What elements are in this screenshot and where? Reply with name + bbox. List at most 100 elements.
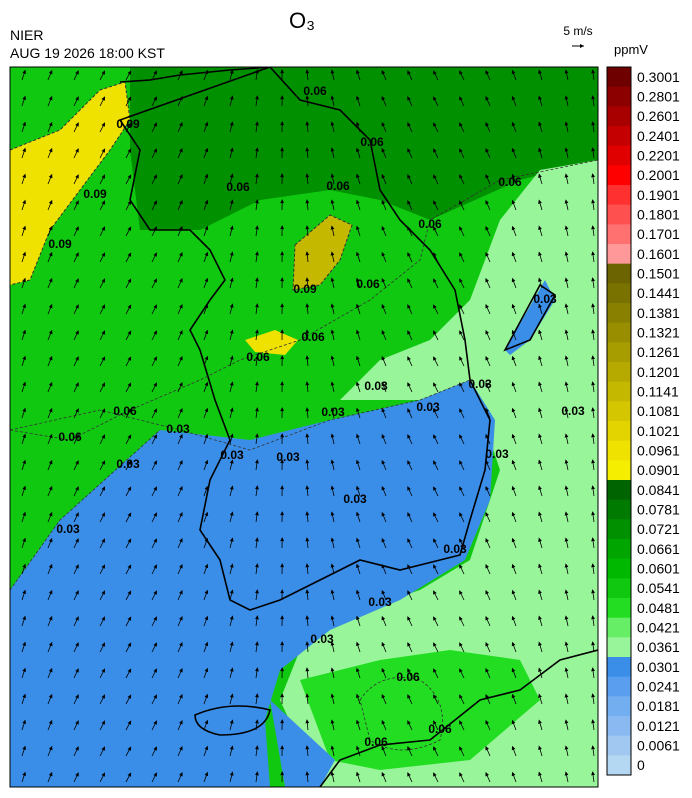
wind-vector-head [538, 719, 542, 724]
wind-vector-head [179, 642, 183, 647]
wind-vector-head [48, 589, 53, 595]
wind-vector-head [179, 590, 183, 595]
wind-vector-head [330, 615, 335, 620]
wind-vector-head [75, 512, 79, 517]
wind-vector-head [407, 668, 411, 673]
wind-vector-head [75, 278, 79, 283]
wind-vector-head [280, 745, 285, 750]
wind-vector-head [101, 642, 106, 647]
field-very-high [292, 214, 353, 291]
wind-vector-head [485, 746, 489, 751]
wind-vector-head [305, 329, 310, 334]
wind-vector-head [179, 122, 183, 127]
wind-vector-head [485, 694, 489, 699]
colorbar-swatch [607, 204, 631, 225]
wind-vector-head [255, 121, 259, 126]
wind-vector-head [407, 694, 411, 699]
wind-vector-head [511, 667, 516, 673]
wind-vector-head [485, 122, 489, 127]
wind-vector-head [179, 356, 183, 361]
wind-vector-head [564, 771, 569, 776]
colorbar-swatch [607, 598, 631, 619]
colorbar-label: 0.0481 [637, 600, 680, 616]
wind-vector-head [356, 407, 360, 413]
wind-vector-head [75, 616, 79, 621]
wind-vector-head [229, 147, 234, 152]
wind-vector-head [127, 590, 132, 595]
wind-vector-head [22, 147, 26, 153]
wind-vector-head [433, 252, 437, 257]
wind-vector-head [356, 251, 360, 257]
wind-vector-head [255, 69, 259, 74]
colorbar-label: 0.0541 [637, 580, 680, 596]
wind-vector-head [179, 96, 183, 101]
wind-vector-head [591, 719, 595, 724]
wind-vector-head [433, 460, 437, 465]
wind-vector-head [591, 537, 595, 542]
contour-label: 0.03 [364, 379, 388, 393]
wind-vector-head [22, 615, 26, 621]
wind-vector-head [101, 746, 106, 751]
wind-vector-head [229, 745, 234, 750]
wind-vector-head [22, 303, 26, 309]
wind-vector-head [511, 433, 516, 439]
wind-vector-head [101, 408, 106, 413]
wind-vector-head [305, 69, 310, 74]
wind-vector-head [153, 668, 157, 673]
wind-vector-head [591, 693, 595, 698]
wind-vector-head [280, 667, 285, 672]
wind-vector-head [381, 719, 386, 725]
wind-vector-head [127, 538, 132, 543]
wind-vector-head [153, 200, 157, 205]
wind-vector-head [381, 251, 386, 257]
contour-label: 0.06 [498, 175, 522, 189]
wind-vector-head [75, 668, 79, 673]
wind-vector-head [330, 95, 335, 100]
contour-label: 0.06 [301, 330, 325, 344]
colorbar-swatch [607, 145, 631, 166]
wind-vector-head [305, 485, 310, 490]
wind-vector-head [485, 720, 489, 725]
wind-vector-head [179, 382, 183, 387]
wind-vector-head [204, 381, 209, 387]
wind-vector-head [330, 537, 335, 542]
wind-vector-head [153, 538, 157, 543]
wind-vector-head [330, 771, 335, 776]
wind-vector-head [433, 434, 437, 439]
colorbar-label: 0.0601 [637, 561, 680, 577]
colorbar-swatch [607, 401, 631, 422]
wind-vector-head [127, 382, 132, 387]
contour-label: 0.06 [246, 350, 270, 364]
wind-vector-head [204, 719, 209, 725]
wind-vector-head [485, 772, 489, 777]
wind-vector-head [591, 303, 595, 308]
wind-vector-head [75, 356, 79, 361]
wind-vector-head [255, 719, 259, 724]
wind-vector-head [485, 642, 489, 647]
colorbar-swatch [607, 106, 631, 127]
wind-vector-head [280, 511, 285, 516]
wind-vector-head [48, 537, 53, 543]
wind-vector-head [433, 720, 437, 725]
colorbar-label: 0.2801 [637, 89, 680, 105]
wind-vector-head [255, 329, 259, 334]
wind-vector-head [280, 251, 285, 256]
wind-vector-head [204, 615, 209, 621]
wind-vector-head [48, 433, 53, 439]
field-very-high [10, 81, 131, 286]
title: O₃ [289, 8, 315, 33]
wind-vector-head [75, 382, 79, 387]
wind-vector-head [356, 225, 360, 231]
wind-vector-head [485, 486, 489, 491]
wind-vector-head [229, 407, 234, 412]
wind-vector-head [75, 408, 79, 413]
wind-vector-head [407, 746, 411, 751]
colorbar-label: 0.2401 [637, 128, 680, 144]
wind-vector-head [591, 329, 595, 334]
colorbar-swatch [607, 362, 631, 383]
wind-vector-head [280, 303, 285, 308]
wind-vector-head [459, 70, 463, 75]
wind-vector-head [433, 512, 437, 517]
wind-vector-head [305, 121, 310, 126]
wind-vector-head [280, 719, 285, 724]
